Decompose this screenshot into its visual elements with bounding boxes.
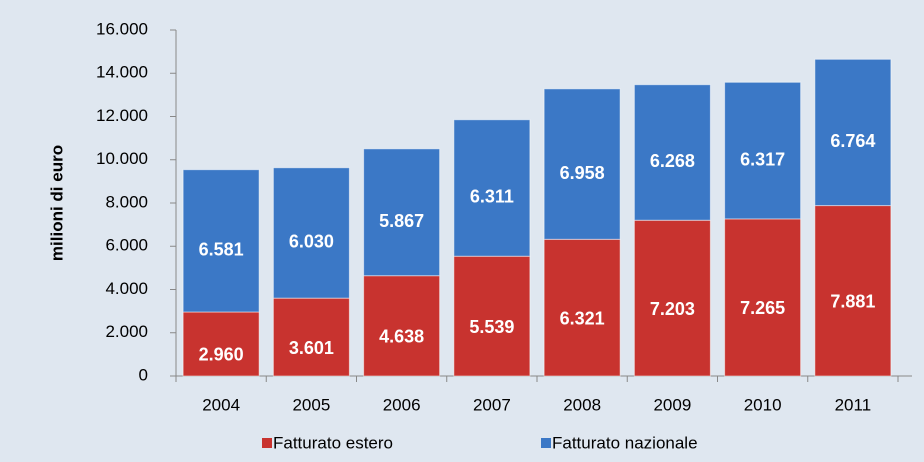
y-tick-label: 14.000 — [96, 63, 148, 82]
value-label: 4.638 — [379, 327, 424, 347]
value-label: 7.203 — [650, 299, 695, 319]
y-tick-label: 12.000 — [96, 106, 148, 125]
value-label: 6.581 — [199, 240, 244, 260]
x-tick-label: 2009 — [653, 395, 691, 414]
bar-segment — [543, 238, 621, 377]
y-tick-label: 6.000 — [105, 236, 148, 255]
bar-segment — [182, 311, 260, 377]
value-label: 6.764 — [830, 131, 875, 151]
value-label: 7.881 — [830, 292, 875, 312]
value-label: 6.317 — [740, 149, 785, 169]
y-tick-label: 4.000 — [105, 279, 148, 298]
value-label: 6.030 — [289, 232, 334, 252]
bar-segment — [363, 148, 441, 277]
bar-segment — [182, 169, 260, 313]
value-label: 6.311 — [470, 187, 514, 207]
x-tick-label: 2005 — [292, 395, 330, 414]
bar-segment — [363, 275, 441, 377]
bar-segment — [453, 119, 531, 257]
x-tick-label: 2011 — [835, 395, 872, 414]
legend-label: Fatturato estero — [273, 433, 393, 452]
value-label: 6.268 — [650, 151, 695, 171]
y-tick-label: 0 — [139, 365, 148, 384]
bar-segment — [453, 255, 531, 377]
x-tick-label: 2010 — [744, 395, 782, 414]
value-label: 7.265 — [740, 298, 785, 318]
x-tick-label: 2006 — [383, 395, 421, 414]
legend-label: Fatturato nazionale — [552, 433, 698, 452]
y-axis-label: milioni di euro — [47, 145, 66, 261]
x-tick-label: 2008 — [563, 395, 601, 414]
bar-segment — [814, 58, 892, 207]
bar-segment — [724, 218, 802, 377]
value-label: 6.321 — [560, 308, 605, 328]
value-label: 2.960 — [199, 345, 244, 365]
x-tick-label: 2007 — [473, 395, 511, 414]
y-tick-label: 2.000 — [105, 322, 148, 341]
legend-swatch — [262, 438, 272, 448]
bar-segment — [272, 167, 350, 299]
bar-segment — [814, 205, 892, 377]
bar-segment — [633, 84, 711, 221]
y-tick-label: 10.000 — [96, 149, 148, 168]
value-label: 3.601 — [289, 338, 334, 358]
bar-segment — [272, 297, 350, 377]
value-label: 5.539 — [469, 317, 514, 337]
legend-swatch — [541, 438, 551, 448]
bar-segment — [633, 219, 711, 377]
value-label: 5.867 — [379, 211, 424, 231]
bar-segment — [543, 88, 621, 240]
x-tick-label: 2004 — [202, 395, 240, 414]
y-tick-label: 16.000 — [96, 19, 148, 38]
value-label: 6.958 — [560, 163, 605, 183]
y-tick-label: 8.000 — [105, 192, 148, 211]
bar-segment — [724, 81, 802, 220]
